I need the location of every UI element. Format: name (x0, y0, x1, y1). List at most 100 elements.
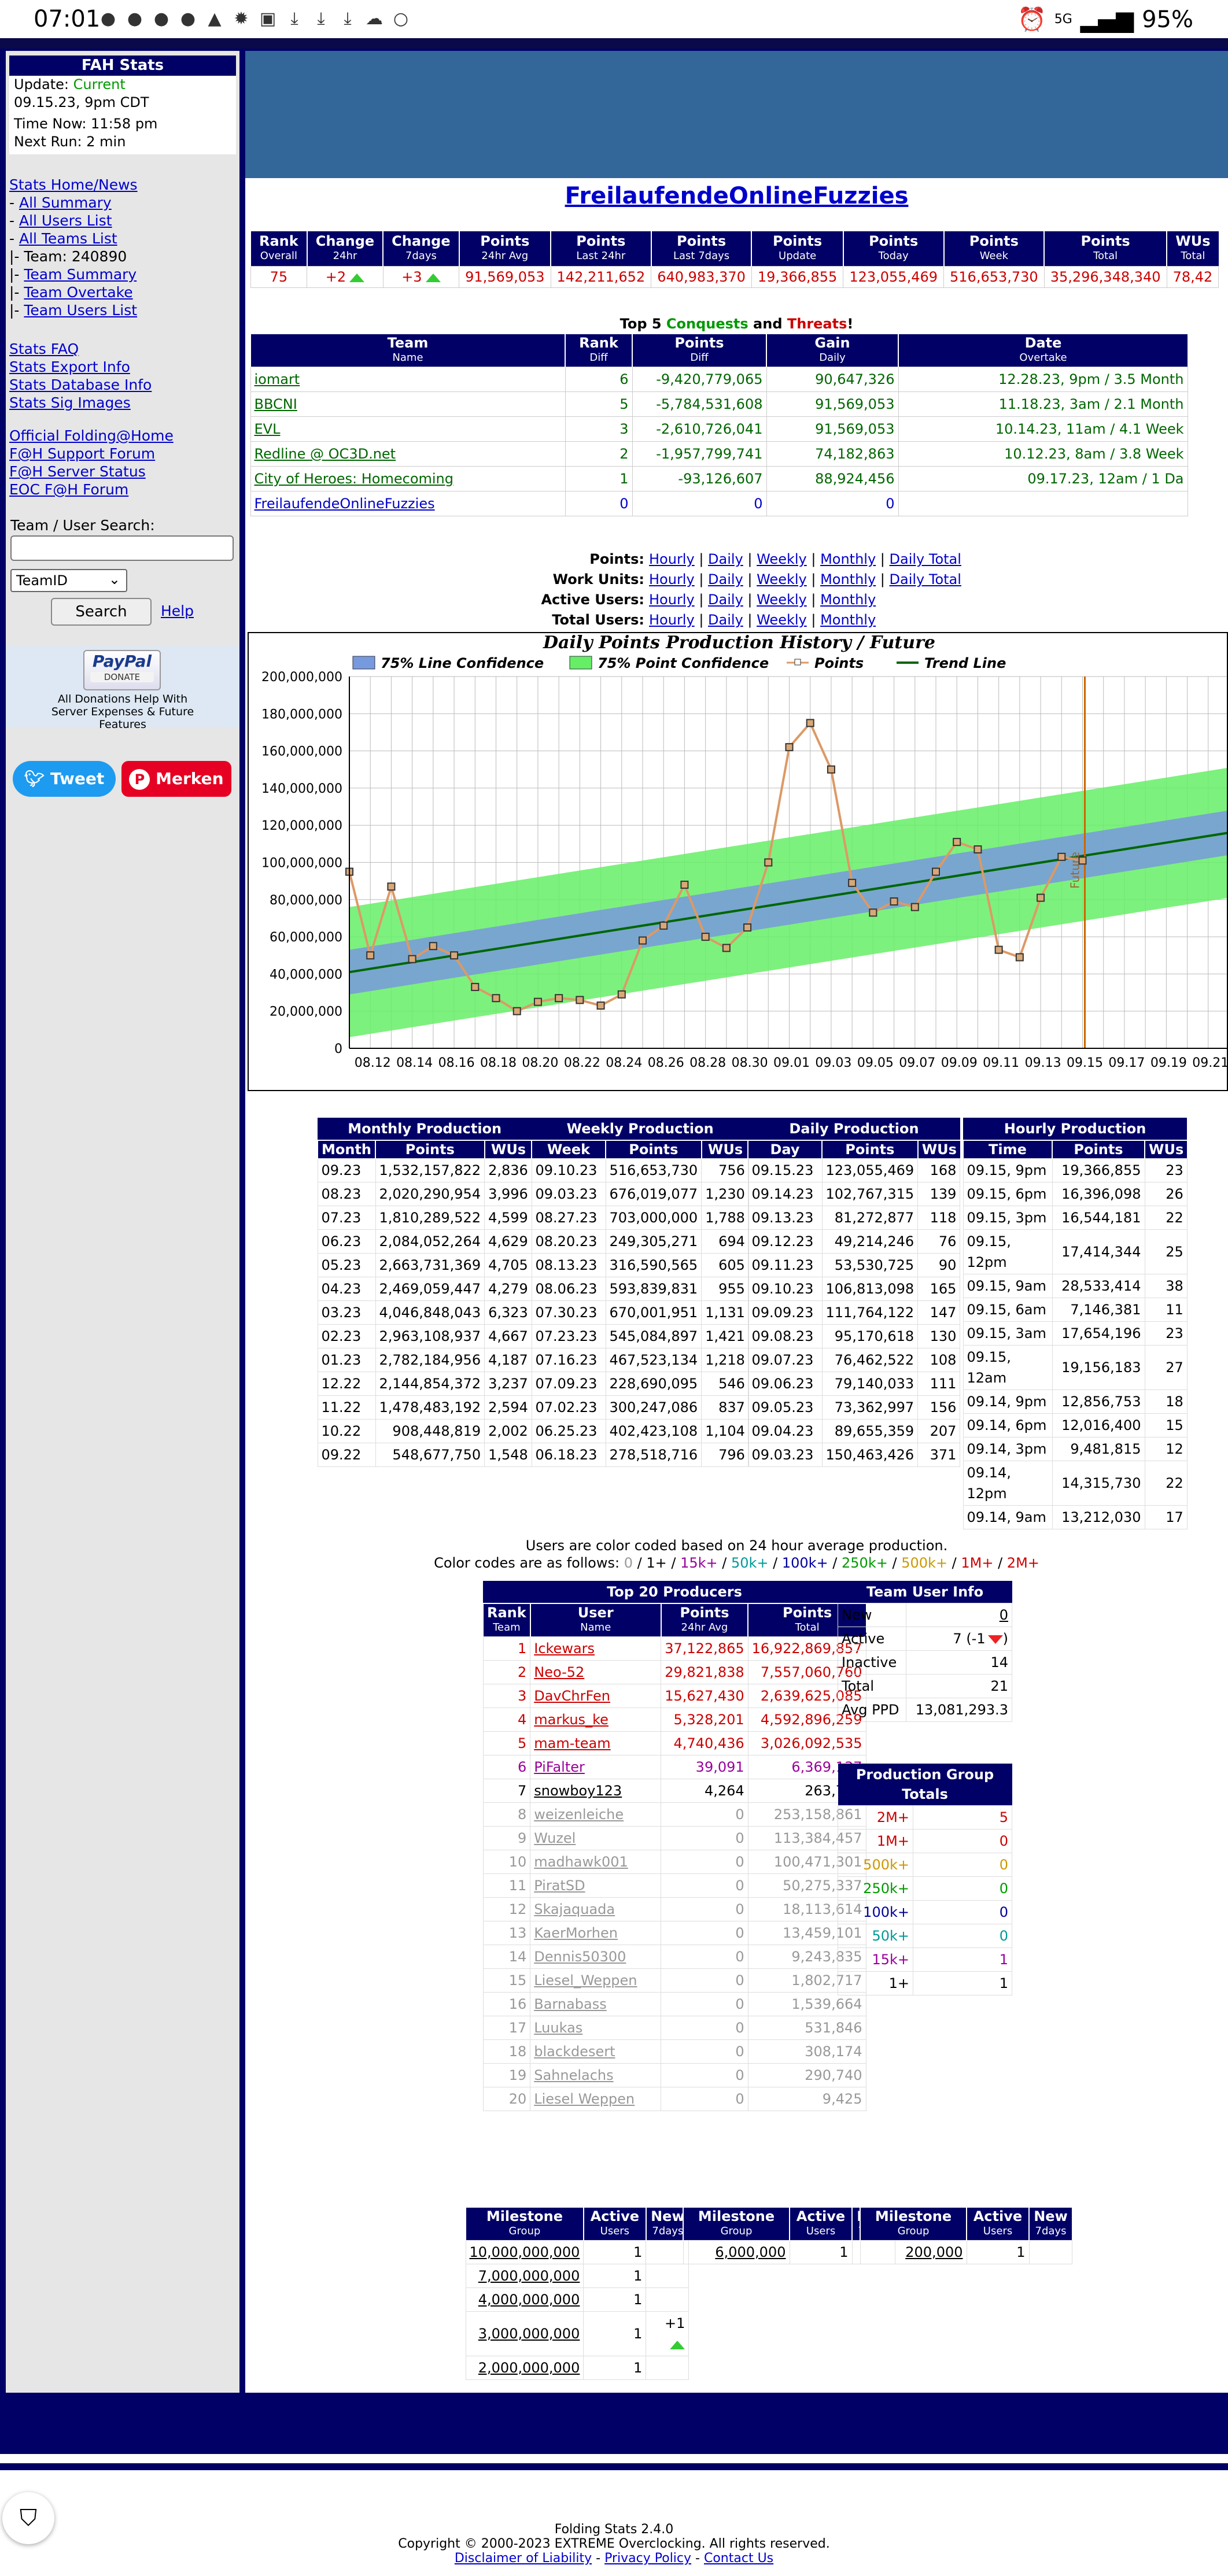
team-link[interactable]: FreilaufendeOnlineFuzzies (254, 496, 435, 512)
nav-all-summary[interactable]: All Summary (19, 194, 112, 211)
user-link[interactable]: Ickewars (534, 1640, 595, 1657)
tweet-button[interactable]: 🐦︎ Tweet (13, 761, 116, 797)
graph-link[interactable]: Monthly (820, 612, 876, 628)
graph-link-row: Active Users: Hourly | Daily | Weekly | M… (245, 590, 1228, 610)
milestone-link[interactable]: 3,000,000,000 (478, 2326, 580, 2342)
milestone-link[interactable]: 6,000,000 (715, 2244, 786, 2260)
table-cell: 102,767,315 (821, 1182, 919, 1206)
user-link[interactable]: Skajaquada (534, 1901, 615, 1917)
graph-link[interactable]: Hourly (649, 592, 695, 608)
search-button[interactable]: Search (51, 598, 152, 626)
graph-link[interactable]: Weekly (757, 592, 807, 608)
milestone-link[interactable]: 7,000,000,000 (478, 2268, 580, 2284)
graph-link[interactable]: Hourly (649, 551, 695, 567)
graph-link[interactable]: Daily Total (889, 551, 961, 567)
nav-export-info[interactable]: Stats Export Info (9, 359, 130, 375)
user-link[interactable]: Dennis50300 (534, 1949, 626, 1965)
nav-official-fah[interactable]: Official Folding@Home (9, 427, 174, 444)
disclaimer-link[interactable]: Disclaimer of Liability (454, 2551, 592, 2566)
user-link[interactable]: snowboy123 (534, 1783, 622, 1799)
paypal-donate-button[interactable]: PayPal DONATE (83, 650, 161, 690)
graph-link[interactable]: Daily (708, 571, 743, 587)
graph-link[interactable]: Weekly (757, 551, 807, 567)
user-link[interactable]: PiFalter (534, 1759, 585, 1775)
x-tick-label: 08.16 (438, 1056, 475, 1070)
nav-team-overtake[interactable]: Team Overtake (24, 284, 133, 301)
team-link[interactable]: iomart (254, 371, 300, 387)
user-link[interactable]: weizenleiche (534, 1806, 624, 1823)
table-cell: 09.15.23 (747, 1158, 823, 1182)
user-link[interactable]: Barnabass (534, 1996, 607, 2012)
nav-all-users[interactable]: All Users List (19, 212, 112, 229)
user-link[interactable]: DavChrFen (534, 1688, 610, 1704)
help-link[interactable]: Help (161, 603, 194, 619)
table-cell: 11 (1144, 1298, 1188, 1322)
table-cell: 07.23 (317, 1206, 376, 1230)
privacy-link[interactable]: Privacy Policy (604, 2551, 692, 2566)
user-link[interactable]: blackdesert (534, 2043, 615, 2060)
search-input[interactable] (10, 535, 234, 561)
shield-icon[interactable]: ⛉ (2, 2492, 54, 2544)
user-link[interactable]: Liesel Weppen (534, 2091, 635, 2107)
user-link[interactable]: Neo-52 (534, 1664, 585, 1680)
table-cell: 19 (482, 2063, 531, 2087)
team-link[interactable]: Redline @ OC3D.net (254, 446, 396, 462)
milestone-link[interactable]: 2,000,000,000 (478, 2360, 580, 2376)
nav-support-forum[interactable]: F@H Support Forum (9, 445, 156, 462)
nav-stats-faq[interactable]: Stats FAQ (9, 341, 79, 357)
new-users-link[interactable]: 0 (999, 1607, 1008, 1623)
user-link[interactable]: KaerMorhen (534, 1925, 618, 1941)
user-link[interactable]: PiratSD (534, 1878, 585, 1894)
table-cell: 2,084,052,264 (375, 1229, 485, 1254)
graph-link[interactable]: Monthly (820, 571, 876, 587)
milestone-link[interactable]: 10,000,000,000 (469, 2244, 580, 2260)
graph-link[interactable]: Daily Total (889, 571, 961, 587)
nav-all-teams[interactable]: All Teams List (19, 230, 117, 247)
team-link[interactable]: EVL (254, 421, 281, 437)
update-status: Current (73, 76, 126, 93)
nav-team-users-list[interactable]: Team Users List (24, 302, 138, 319)
user-link[interactable]: Wuzel (534, 1830, 576, 1846)
table-cell: 09.06.23 (747, 1372, 823, 1396)
data-point (680, 881, 689, 889)
data-point (596, 1001, 605, 1010)
nav-sig-images[interactable]: Stats Sig Images (9, 394, 131, 411)
graph-link[interactable]: Daily (708, 592, 743, 608)
x-tick-label: 09.15 (1067, 1056, 1103, 1070)
pinterest-save-button[interactable]: P Merken (121, 761, 231, 797)
legend-label: 75% Line Confidence (381, 655, 544, 671)
user-link[interactable]: markus_ke (534, 1712, 609, 1728)
nav-stats-home[interactable]: Stats Home/News (9, 176, 138, 193)
nav-database-info[interactable]: Stats Database Info (9, 376, 152, 393)
table-row: 50k+ 0 (838, 1924, 1012, 1948)
contact-link[interactable]: Contact Us (703, 2551, 774, 2566)
table-row: 08.23 2,020,290,954 3,996 (317, 1182, 532, 1206)
milestone-link[interactable]: 200,000 (905, 2244, 963, 2260)
nav-team-summary[interactable]: Team Summary (24, 266, 137, 283)
graph-link[interactable]: Daily (708, 612, 743, 628)
graph-link[interactable]: Monthly (820, 592, 876, 608)
nav-eoc-forum[interactable]: EOC F@H Forum (9, 481, 129, 498)
graph-link[interactable]: Monthly (820, 551, 876, 567)
graph-link[interactable]: Daily (708, 551, 743, 567)
team-name-link[interactable]: FreilaufendeOnlineFuzzies (565, 183, 909, 209)
graph-link[interactable]: Weekly (757, 571, 807, 587)
user-link[interactable]: mam-team (534, 1735, 611, 1751)
graph-link[interactable]: Hourly (649, 612, 695, 628)
team-link[interactable]: BBCNI (254, 396, 297, 412)
search-type-select[interactable]: TeamID ⌄ (10, 569, 127, 592)
milestone-link[interactable]: 4,000,000,000 (478, 2292, 580, 2308)
graph-link-label: Total Users: (552, 612, 644, 628)
nav-server-status[interactable]: F@H Server Status (9, 463, 146, 480)
team-link[interactable]: City of Heroes: Homecoming (254, 471, 454, 487)
stat-cell: 19,366,855 (751, 266, 844, 288)
user-link[interactable]: Luukas (534, 2020, 583, 2036)
signal-icon: ▂▄▆ (1080, 6, 1134, 33)
banner (245, 51, 1228, 178)
graph-link[interactable]: Hourly (649, 571, 695, 587)
user-link[interactable]: madhawk001 (534, 1854, 628, 1870)
graph-link[interactable]: Weekly (757, 612, 807, 628)
user-link[interactable]: Sahnelachs (534, 2067, 614, 2083)
user-link[interactable]: Liesel_Weppen (534, 1972, 637, 1989)
table-row: 09.14.23 102,767,315 139 (747, 1182, 961, 1206)
